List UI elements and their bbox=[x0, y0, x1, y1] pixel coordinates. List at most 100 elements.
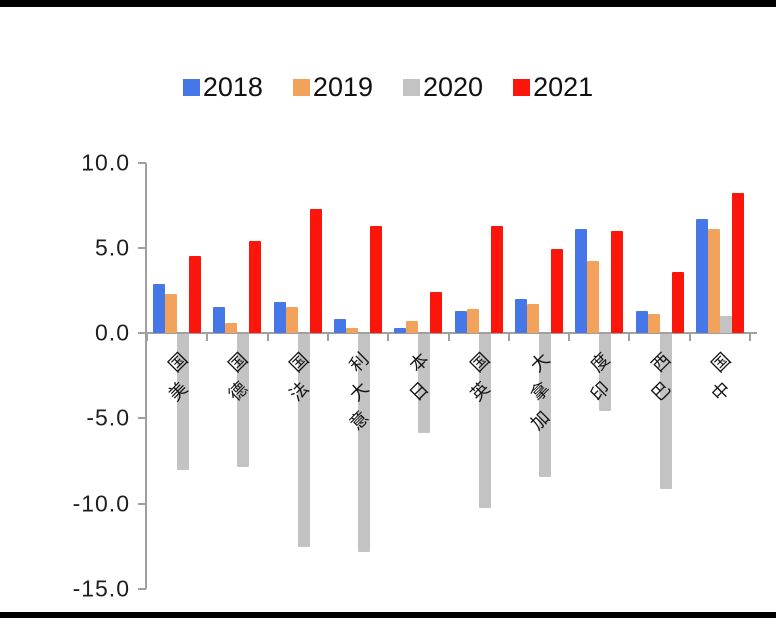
bar-2019-德国 bbox=[225, 322, 238, 333]
bar-2021-加拿大 bbox=[550, 249, 563, 333]
bar-2021-意大利 bbox=[370, 225, 383, 333]
x-category-char: 美 bbox=[164, 377, 192, 405]
x-axis-tick bbox=[146, 334, 148, 341]
y-axis-tick bbox=[138, 587, 146, 590]
x-axis-tick bbox=[266, 334, 269, 341]
y-tick-label: 0.0 bbox=[95, 319, 130, 346]
x-category-label: 国中 bbox=[703, 347, 737, 405]
x-category-char: 日 bbox=[405, 377, 433, 405]
x-axis-tick bbox=[628, 334, 631, 341]
legend-label: 2019 bbox=[312, 71, 373, 102]
legend-label: 2020 bbox=[423, 71, 484, 102]
x-category-char: 英 bbox=[465, 377, 493, 405]
y-tick-label: -10.0 bbox=[72, 490, 130, 516]
x-axis-tick bbox=[387, 334, 390, 341]
x-axis-zero-line bbox=[145, 332, 757, 334]
bar-2019-中国 bbox=[707, 228, 720, 333]
x-axis-tick bbox=[447, 334, 450, 341]
bar-2020-英国 bbox=[478, 334, 491, 508]
x-category-label: 国美 bbox=[160, 347, 194, 405]
bar-2021-巴西 bbox=[671, 271, 684, 333]
legend-swatch-icon bbox=[292, 78, 310, 96]
bar-2021-日本 bbox=[430, 292, 443, 333]
legend-item-2020: 2020 bbox=[403, 72, 483, 103]
y-tick-label: -15.0 bbox=[72, 575, 130, 602]
y-axis-tick bbox=[138, 417, 146, 420]
legend-swatch-icon bbox=[403, 78, 420, 96]
y-axis-tick bbox=[138, 502, 146, 505]
bar-2018-法国 bbox=[273, 302, 286, 333]
bar-2021-德国 bbox=[249, 240, 262, 333]
x-category-char: 法 bbox=[285, 377, 312, 405]
bar-2018-英国 bbox=[454, 310, 467, 333]
bar-2020-美国 bbox=[177, 334, 190, 471]
legend-label: 2021 bbox=[533, 71, 594, 102]
legend-item-2021: 2021 bbox=[513, 72, 593, 103]
y-axis-tick bbox=[138, 332, 146, 334]
bar-2021-法国 bbox=[309, 208, 322, 333]
x-axis-tick bbox=[688, 334, 691, 341]
x-category-char: 加 bbox=[526, 406, 554, 434]
x-category-label: 利大意 bbox=[341, 347, 375, 434]
bar-2019-巴西 bbox=[647, 314, 660, 333]
bar-2019-日本 bbox=[406, 321, 419, 333]
y-axis-tick bbox=[138, 246, 146, 249]
bar-2018-加拿大 bbox=[514, 298, 527, 333]
x-axis-tick bbox=[206, 334, 209, 341]
legend-swatch-icon bbox=[182, 78, 200, 96]
x-category-char: 意 bbox=[345, 406, 373, 434]
x-category-label: 大拿加 bbox=[522, 347, 556, 434]
y-tick-label: 5.0 bbox=[95, 234, 130, 261]
bar-2020-法国 bbox=[297, 334, 310, 548]
bar-2021-英国 bbox=[490, 225, 503, 333]
x-category-char: 中 bbox=[707, 377, 734, 405]
bar-2019-法国 bbox=[285, 307, 298, 333]
bar-2018-美国 bbox=[153, 283, 166, 333]
bar-2018-德国 bbox=[213, 307, 226, 333]
bar-2020-中国 bbox=[719, 315, 732, 333]
bar-2020-日本 bbox=[418, 334, 431, 433]
bar-2020-意大利 bbox=[358, 334, 371, 553]
bar-2020-巴西 bbox=[659, 334, 672, 490]
bar-2019-英国 bbox=[466, 309, 479, 333]
bar-2020-印度 bbox=[599, 334, 612, 411]
x-axis-tick bbox=[568, 334, 571, 341]
bar-2021-中国 bbox=[731, 193, 744, 333]
y-tick-label: 10.0 bbox=[81, 149, 130, 175]
y-axis-line bbox=[145, 162, 147, 589]
x-category-char: 印 bbox=[586, 377, 614, 405]
legend-label: 2018 bbox=[202, 71, 263, 102]
x-axis-tick bbox=[507, 334, 510, 341]
bar-2020-加拿大 bbox=[538, 334, 551, 478]
bar-2019-印度 bbox=[587, 261, 600, 333]
bar-2019-意大利 bbox=[346, 327, 359, 333]
x-category-label: 国英 bbox=[462, 347, 496, 405]
bar-2021-印度 bbox=[611, 230, 624, 333]
x-category-char: 德 bbox=[224, 377, 252, 405]
legend-item-2018: 2018 bbox=[182, 71, 263, 103]
legend-item-2019: 2019 bbox=[292, 71, 373, 103]
bar-2018-日本 bbox=[394, 327, 407, 333]
bar-2018-中国 bbox=[695, 218, 708, 333]
y-axis-tick bbox=[138, 161, 146, 164]
top-rule bbox=[0, 0, 776, 7]
bar-2018-意大利 bbox=[334, 319, 347, 333]
bar-2021-美国 bbox=[189, 256, 202, 333]
bar-2018-巴西 bbox=[635, 310, 648, 333]
chart-legend: 2018 2019 2020 2021 bbox=[0, 71, 776, 103]
y-tick-label: -5.0 bbox=[86, 404, 130, 431]
x-category-label: 度印 bbox=[582, 347, 616, 405]
x-axis-tick bbox=[326, 334, 329, 341]
bar-2019-加拿大 bbox=[526, 304, 539, 333]
bar-2018-印度 bbox=[575, 228, 588, 333]
legend-swatch-icon bbox=[513, 78, 531, 96]
bar-2020-德国 bbox=[237, 334, 250, 467]
bar-2019-美国 bbox=[165, 293, 178, 333]
x-category-label: 国德 bbox=[220, 347, 254, 405]
x-category-label: 西巴 bbox=[643, 347, 677, 405]
x-category-char: 巴 bbox=[646, 377, 674, 405]
x-category-label: 国法 bbox=[281, 347, 315, 405]
bottom-rule bbox=[0, 612, 776, 618]
